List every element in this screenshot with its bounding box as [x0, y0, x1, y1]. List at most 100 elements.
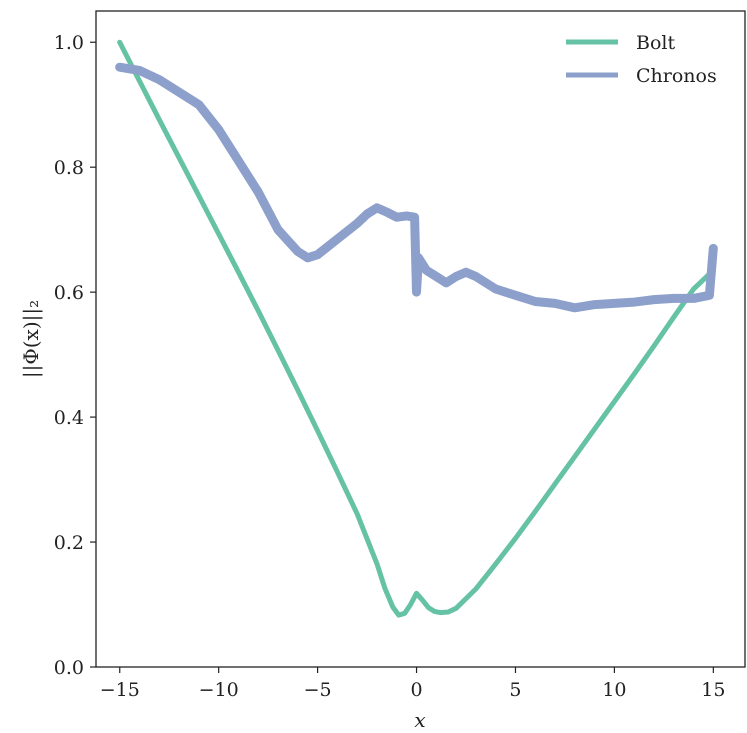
data-point-chronos: [514, 294, 517, 297]
data-point-chronos: [417, 256, 420, 259]
data-point-chronos: [613, 302, 616, 305]
data-point-bolt: [415, 592, 418, 595]
y-axis-ticks: 0.0 0.2 0.4 0.6 0.8 1.0: [54, 32, 96, 679]
data-point-chronos: [415, 291, 418, 294]
x-axis-ticks: −15 −10 −5 0 5 10 15: [100, 667, 725, 701]
data-point-chronos: [178, 91, 181, 94]
data-point-bolt: [397, 614, 400, 617]
y-axis-label: ||Φ(x)||₂: [19, 300, 44, 378]
series-layer: [115, 39, 718, 618]
x-tick-label: 10: [602, 679, 626, 701]
data-point-chronos: [138, 69, 141, 72]
data-point-chronos: [316, 253, 319, 256]
data-point-chronos: [692, 297, 695, 300]
y-tick-label: 0.6: [54, 282, 84, 304]
data-point-bolt: [158, 118, 161, 121]
data-point-bolt: [118, 41, 121, 44]
data-point-chronos: [633, 301, 636, 304]
data-point-chronos: [158, 78, 161, 81]
data-point-bolt: [356, 512, 359, 515]
data-point-bolt: [237, 271, 240, 274]
legend: Bolt Chronos: [566, 32, 717, 87]
data-point-chronos: [465, 271, 467, 274]
data-point-chronos: [573, 306, 576, 309]
data-point-chronos: [405, 214, 408, 217]
data-point-bolt: [277, 349, 279, 352]
series-line-chronos: [115, 62, 718, 313]
data-point-chronos: [257, 191, 260, 194]
data-point-chronos: [376, 206, 378, 209]
data-point-chronos: [708, 294, 711, 297]
data-point-bolt: [197, 194, 200, 197]
data-point-bolt: [455, 607, 458, 610]
data-point-chronos: [237, 159, 240, 162]
data-point-bolt: [447, 611, 450, 613]
x-tick-label: −15: [100, 679, 140, 701]
data-point-bolt: [336, 471, 339, 474]
y-tick-label: 0.2: [54, 532, 84, 554]
data-point-chronos: [445, 281, 448, 284]
data-point-chronos: [217, 128, 220, 131]
data-point-bolt: [534, 510, 537, 513]
x-tick-label: 15: [701, 679, 725, 701]
data-point-bolt: [376, 562, 378, 565]
data-point-chronos: [653, 298, 655, 301]
data-point-chronos: [455, 275, 458, 278]
data-point-chronos: [474, 275, 477, 278]
y-tick-label: 0.4: [54, 407, 84, 429]
data-point-bolt: [296, 389, 299, 392]
data-point-bolt: [403, 612, 406, 615]
x-axis-label: x: [414, 708, 425, 732]
data-point-bolt: [439, 611, 442, 614]
data-point-chronos: [197, 103, 200, 106]
data-point-chronos: [672, 297, 675, 300]
data-point-chronos: [385, 211, 388, 214]
data-point-bolt: [427, 606, 430, 609]
data-point-chronos: [277, 228, 279, 231]
data-point-bolt: [653, 344, 655, 347]
data-point-chronos: [366, 213, 369, 215]
data-point-chronos: [494, 288, 497, 290]
legend-label-bolt: Bolt: [636, 32, 675, 54]
data-point-chronos: [425, 269, 428, 272]
legend-label-chronos: Chronos: [636, 65, 717, 87]
x-tick-label: 5: [509, 679, 521, 701]
data-point-chronos: [435, 275, 438, 278]
series-line-bolt: [117, 39, 716, 618]
x-tick-label: −10: [199, 679, 239, 701]
data-point-chronos: [554, 302, 556, 305]
plot-frame: [95, 10, 746, 668]
data-point-bolt: [633, 373, 636, 375]
data-point-bolt: [178, 156, 181, 159]
data-point-bolt: [257, 309, 260, 312]
data-point-chronos: [534, 300, 537, 303]
data-point-bolt: [383, 587, 386, 590]
x-tick-label: 0: [410, 679, 422, 701]
data-point-bolt: [692, 288, 695, 290]
x-tick-label: −5: [304, 679, 332, 701]
data-point-chronos: [395, 216, 398, 219]
data-point-bolt: [391, 606, 394, 608]
data-point-chronos: [296, 250, 299, 253]
data-point-bolt: [494, 562, 497, 565]
data-point-chronos: [336, 238, 339, 240]
data-point-chronos: [118, 66, 121, 69]
data-point-bolt: [138, 80, 141, 82]
data-point-bolt: [316, 429, 319, 432]
data-point-bolt: [514, 537, 517, 540]
data-point-bolt: [554, 482, 556, 485]
data-point-bolt: [613, 400, 616, 403]
data-point-bolt: [593, 428, 596, 430]
data-point-bolt: [409, 603, 412, 606]
data-point-bolt: [433, 610, 436, 613]
data-point-bolt: [474, 587, 477, 590]
data-point-chronos: [593, 303, 596, 306]
data-point-chronos: [712, 247, 715, 250]
data-point-bolt: [421, 599, 424, 602]
data-point-chronos: [413, 216, 416, 219]
data-point-bolt: [573, 455, 576, 458]
data-point-bolt: [672, 316, 675, 319]
y-tick-label: 1.0: [54, 32, 84, 54]
y-tick-label: 0.0: [54, 657, 84, 679]
